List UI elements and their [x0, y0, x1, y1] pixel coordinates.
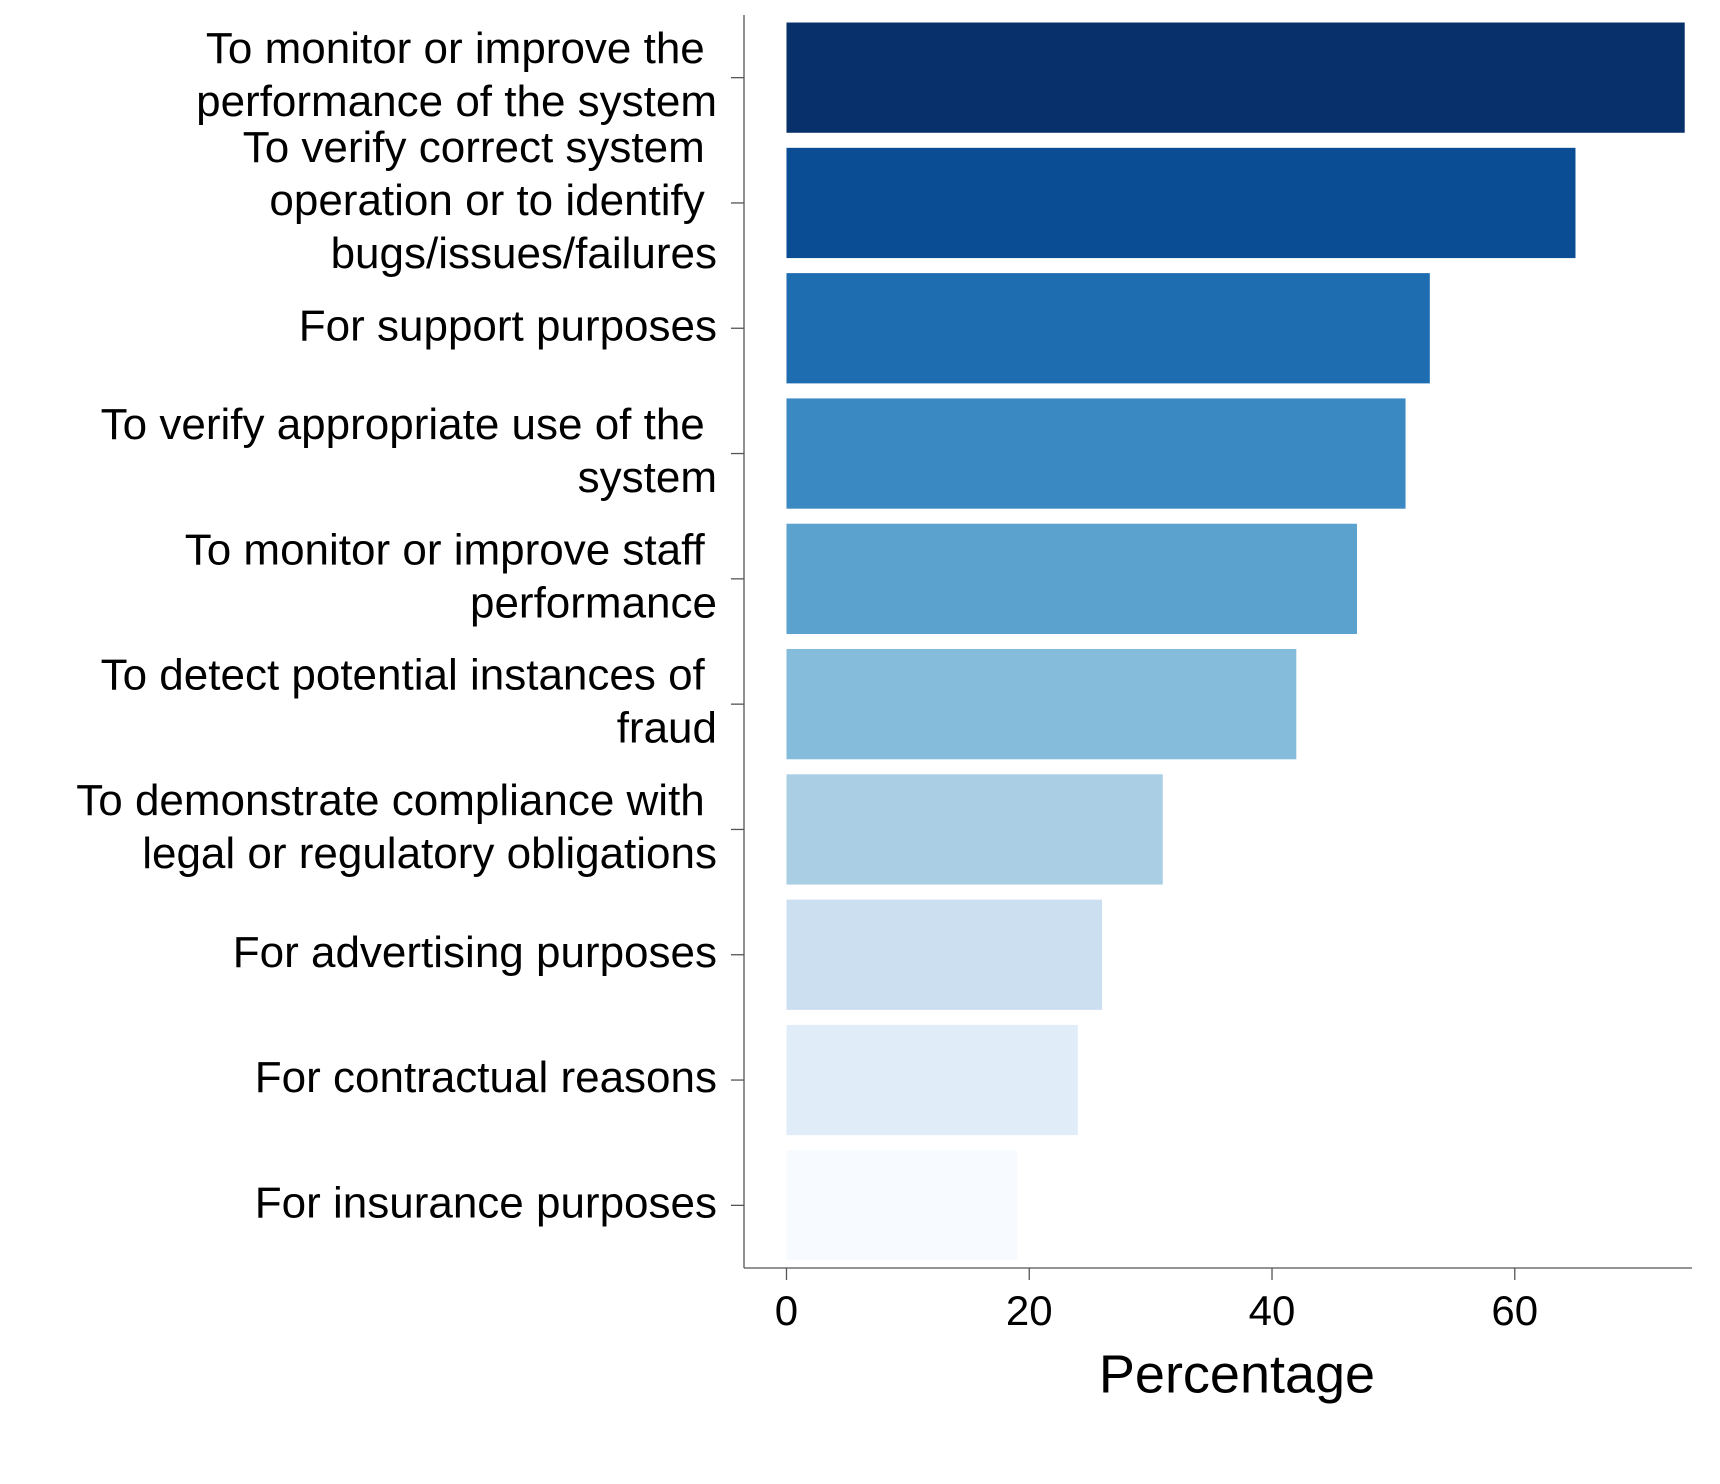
y-tick-label: For contractual reasons — [255, 1053, 717, 1102]
x-tick-label: 0 — [775, 1287, 798, 1334]
y-tick-label: To demonstrate compliance with legal or … — [76, 776, 717, 878]
y-tick-label: To monitor or improve staff performance — [185, 525, 717, 627]
y-tick-label: For insurance purposes — [255, 1178, 717, 1227]
y-tick-label: To detect potential instances of fraud — [101, 650, 717, 752]
y-tick-label: To verify correct system operation or to… — [243, 123, 717, 278]
bar — [786, 273, 1430, 384]
bar — [786, 774, 1163, 885]
y-tick-label: For support purposes — [299, 301, 717, 350]
y-tick-label: To verify appropriate use of the system — [101, 400, 717, 502]
y-tick-label: To monitor or improve the performance of… — [196, 24, 717, 126]
x-tick-label: 40 — [1249, 1287, 1296, 1334]
bar — [786, 1150, 1018, 1261]
bar — [786, 147, 1576, 259]
bar — [786, 899, 1103, 1010]
x-tick-label: 60 — [1491, 1287, 1538, 1334]
bar — [786, 1024, 1078, 1136]
bar — [786, 523, 1357, 634]
bar — [786, 398, 1406, 509]
x-tick-label: 20 — [1006, 1287, 1053, 1334]
bar — [786, 22, 1685, 133]
x-axis-label: Percentage — [1099, 1344, 1375, 1404]
bar — [786, 649, 1297, 760]
y-tick-label: For advertising purposes — [233, 927, 717, 976]
